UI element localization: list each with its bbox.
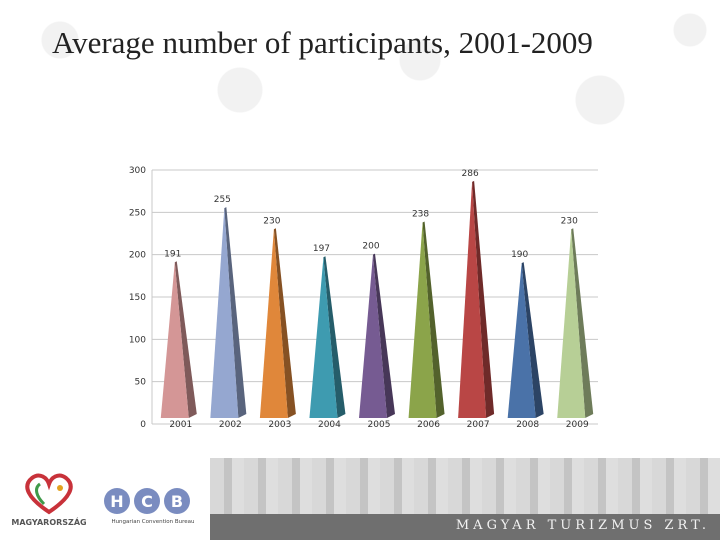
data-label: 191	[164, 249, 181, 259]
bar-side-face	[174, 261, 197, 418]
bar-side-face	[571, 228, 594, 418]
y-tick-label: 100	[129, 335, 146, 345]
x-tick-label: 2004	[318, 420, 341, 430]
x-tick-label: 2008	[516, 420, 539, 430]
data-label: 197	[313, 244, 330, 254]
data-label: 255	[214, 195, 231, 205]
bar-front-face	[210, 208, 239, 418]
bar-2008	[507, 262, 544, 418]
bar-side-face	[472, 180, 495, 418]
x-tick-label: 2006	[417, 420, 440, 430]
y-tick-label: 250	[129, 208, 146, 218]
bar-2002	[210, 207, 247, 418]
bar-front-face	[160, 262, 189, 418]
heart-logo-icon	[25, 473, 73, 515]
data-label: 230	[263, 216, 280, 226]
bar-front-face	[507, 263, 536, 418]
hcb-letter-b: B	[164, 488, 190, 514]
x-tick-label: 2002	[219, 420, 242, 430]
participants-chart: 0 50 100 150 200 250 300 191 255 230 197 200 238 286…	[129, 166, 598, 430]
footer-bar	[210, 514, 720, 540]
x-tick-label: 2009	[566, 420, 589, 430]
bar-side-face	[422, 221, 445, 418]
bar-front-face	[458, 181, 487, 418]
x-tick-label: 2001	[169, 420, 192, 430]
magyarorszag-logo-text: MAGYARORSZÁG	[11, 518, 87, 527]
hcb-logo: H C B Hungarian Convention Bureau	[100, 488, 206, 534]
y-tick-label: 300	[129, 166, 146, 176]
data-label: 238	[412, 209, 429, 219]
y-tick-label: 150	[129, 293, 146, 303]
magyarorszag-logo: MAGYARORSZÁG	[8, 468, 90, 534]
data-label: 286	[462, 169, 479, 179]
bar-side-face	[273, 228, 296, 418]
y-tick-label: 50	[135, 378, 147, 388]
bar-side-face	[521, 262, 544, 418]
bar-side-face	[323, 256, 346, 418]
bar-front-face	[557, 229, 586, 418]
hcb-letter-c: C	[134, 488, 160, 514]
data-labels: 191 255 230 197 200 238 286 190 230	[164, 169, 578, 260]
bar-2005	[359, 253, 395, 418]
hcb-subtitle: Hungarian Convention Bureau	[111, 519, 195, 525]
x-tick-label: 2005	[368, 420, 391, 430]
bar-side-face	[373, 253, 395, 418]
bar-2009	[557, 228, 594, 418]
bar-front-face	[309, 257, 338, 418]
bar-2003	[259, 228, 296, 418]
page-title: Average number of participants, 2001-200…	[52, 25, 593, 60]
x-tick-label: 2007	[467, 420, 490, 430]
y-tick-label: 0	[140, 420, 146, 430]
bar-front-face	[259, 229, 288, 418]
bar-2001	[160, 261, 197, 418]
bar-2006	[408, 221, 445, 418]
bar-front-face	[408, 222, 437, 418]
hcb-letter-h: H	[104, 488, 130, 514]
chart-bars	[160, 180, 594, 418]
x-axis-ticks: 2001 2002 2003 2004 2005 2006 2007 2008 2009	[169, 420, 589, 430]
bar-side-face	[224, 207, 247, 418]
data-label: 200	[362, 242, 379, 252]
footer-brand-text: MAGYAR TURIZMUS ZRT.	[455, 518, 710, 533]
x-tick-label: 2003	[268, 420, 291, 430]
y-axis-ticks: 0 50 100 150 200 250 300	[129, 166, 146, 430]
data-label: 230	[561, 216, 578, 226]
bar-front-face	[359, 254, 387, 418]
y-tick-label: 200	[129, 251, 146, 261]
decorative-background-pattern	[0, 0, 720, 160]
bar-2004	[309, 256, 346, 418]
bar-2007	[458, 180, 495, 418]
data-label: 190	[511, 250, 528, 260]
